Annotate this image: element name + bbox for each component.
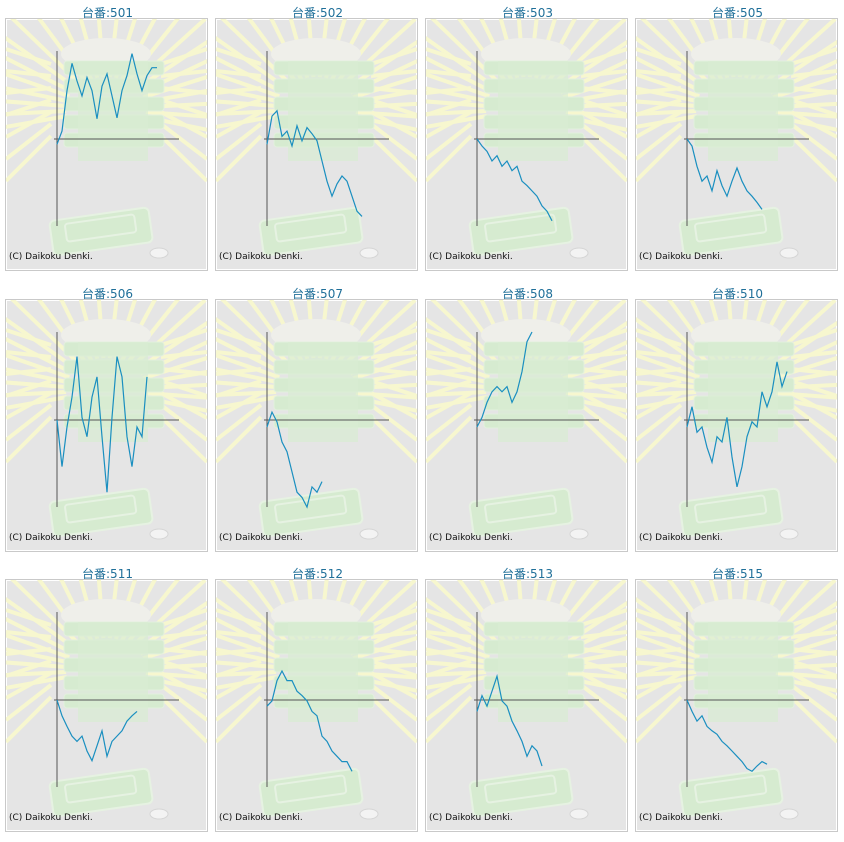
copyright-text: (C) Daikoku Denki. [219,532,303,543]
background-illustration [636,580,837,820]
machine-graph-0: 台番:501 (C) Daikoku Denki. [5,0,210,275]
copyright-text: (C) Daikoku Denki. [429,813,513,823]
graph-panel[interactable]: (C) Daikoku Denki. [635,298,838,552]
graph-svg [426,580,627,820]
payout-line [266,410,323,509]
background-illustration [636,19,837,259]
copyright-text: (C) Daikoku Denki. [9,532,93,543]
background-illustration [426,580,627,820]
graph-panel[interactable]: (C) Daikoku Denki. [215,18,418,271]
graph-svg [216,299,417,539]
graph-panel[interactable]: (C) Daikoku Denki. [635,579,838,832]
graph-panel[interactable]: (C) Daikoku Denki. [425,298,628,552]
payout-line [476,138,553,222]
machine-number-title[interactable]: 台番:506 [82,286,133,301]
graph-svg [6,580,207,820]
machine-graph-7: 台番:510 (C) Daikoku Denki. [635,281,840,556]
machine-number-title[interactable]: 台番:501 [82,6,133,20]
graph-panel[interactable]: (C) Daikoku Denki. [425,18,628,271]
copyright-text: (C) Daikoku Denki. [429,252,513,262]
copyright-text: (C) Daikoku Denki. [639,532,723,543]
machine-graph-9: 台番:512 (C) Daikoku Denki. [215,561,420,836]
machine-graph-6: 台番:508 (C) Daikoku Denki. [425,281,630,556]
machine-number-title[interactable]: 台番:505 [712,6,763,20]
graph-panel[interactable]: (C) Daikoku Denki. [5,579,208,832]
graph-panel[interactable]: (C) Daikoku Denki. [5,18,208,271]
machine-number-title[interactable]: 台番:511 [82,567,133,581]
background-illustration [216,19,417,259]
machine-graph-3: 台番:505 (C) Daikoku Denki. [635,0,840,275]
copyright-text: (C) Daikoku Denki. [219,813,303,823]
payout-line [266,109,363,217]
graph-panel[interactable]: (C) Daikoku Denki. [425,579,628,832]
copyright-text: (C) Daikoku Denki. [219,252,303,262]
graph-svg [636,299,837,539]
background-illustration [6,299,207,539]
graph-panel[interactable]: (C) Daikoku Denki. [215,579,418,832]
background-illustration [216,299,417,539]
graph-panel[interactable]: (C) Daikoku Denki. [5,298,208,552]
payout-line [266,669,353,772]
machine-number-title[interactable]: 台番:503 [502,6,553,20]
machine-number-title[interactable]: 台番:513 [502,567,553,581]
graph-svg [6,19,207,259]
background-illustration [426,299,627,539]
graph-svg [216,19,417,259]
machine-graph-1: 台番:502 (C) Daikoku Denki. [215,0,420,275]
machine-number-title[interactable]: 台番:502 [292,6,343,20]
copyright-text: (C) Daikoku Denki. [429,532,513,543]
graph-svg [6,299,207,539]
machine-graph-5: 台番:507 (C) Daikoku Denki. [215,281,420,556]
copyright-text: (C) Daikoku Denki. [639,252,723,262]
copyright-text: (C) Daikoku Denki. [9,252,93,262]
graph-svg [426,19,627,259]
machine-number-title[interactable]: 台番:512 [292,567,343,581]
graph-panel[interactable]: (C) Daikoku Denki. [635,18,838,271]
background-illustration [6,19,207,259]
machine-graph-4: 台番:506 (C) Daikoku Denki. [5,281,210,556]
copyright-text: (C) Daikoku Denki. [9,813,93,823]
graph-svg [426,299,627,539]
machine-number-title[interactable]: 台番:508 [502,286,553,301]
machine-number-title[interactable]: 台番:507 [292,286,343,301]
copyright-text: (C) Daikoku Denki. [639,813,723,823]
payout-line [476,673,543,767]
payout-line [686,138,763,210]
machine-number-title[interactable]: 台番:515 [712,567,763,581]
machine-number-title[interactable]: 台番:510 [712,286,763,301]
payout-line [476,331,533,427]
graph-svg [636,19,837,259]
machine-graph-8: 台番:511 (C) Daikoku Denki. [5,561,210,836]
graph-svg [636,580,837,820]
background-illustration [216,580,417,820]
graph-svg [216,580,417,820]
machine-graph-10: 台番:513 (C) Daikoku Denki. [425,561,630,836]
graph-panel[interactable]: (C) Daikoku Denki. [215,298,418,552]
machine-graph-2: 台番:503 (C) Daikoku Denki. [425,0,630,275]
machine-graph-11: 台番:515 (C) Daikoku Denki. [635,561,840,836]
